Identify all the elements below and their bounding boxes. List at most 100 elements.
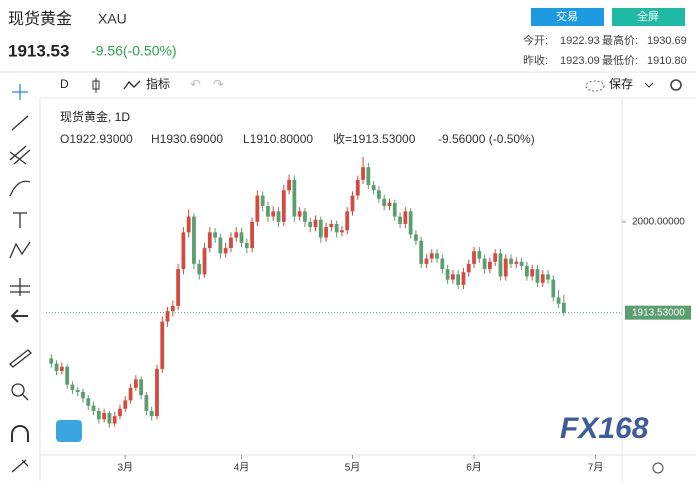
candle-body xyxy=(276,211,281,222)
candle-body xyxy=(160,321,165,369)
candle-body xyxy=(250,221,254,249)
candle-body xyxy=(176,269,181,306)
left-toolbar xyxy=(9,84,32,473)
candle-body xyxy=(503,258,508,277)
candle-body xyxy=(308,221,313,228)
candle-body xyxy=(540,274,545,283)
ruler-tool[interactable] xyxy=(9,349,32,368)
candle-body xyxy=(107,412,112,424)
x-tick-label: 3月 xyxy=(117,462,133,474)
candle-body xyxy=(266,206,270,217)
magnet-tool[interactable] xyxy=(11,425,29,442)
x-tick-label: 7月 xyxy=(588,462,604,474)
candle-body xyxy=(377,190,381,199)
trade-button[interactable] xyxy=(531,8,604,26)
settings-icon[interactable] xyxy=(670,79,682,91)
save[interactable]: 保存 xyxy=(609,77,633,91)
candle-body xyxy=(229,237,233,249)
candle-body xyxy=(139,379,144,396)
candle-body xyxy=(487,261,492,270)
x-tick-label: 5月 xyxy=(345,462,361,474)
candle-body xyxy=(334,223,339,233)
candle-body xyxy=(102,412,107,420)
watermark: FX168 xyxy=(560,412,649,445)
x-tick-label: 4月 xyxy=(234,462,250,474)
x-tick-label: 6月 xyxy=(466,462,482,474)
candle-body xyxy=(239,232,244,243)
candle-body xyxy=(155,368,159,417)
indicator-icon[interactable] xyxy=(123,80,141,90)
candle-body xyxy=(361,167,365,180)
candle-body xyxy=(197,263,202,275)
candle-body xyxy=(403,211,408,224)
candle-body xyxy=(59,366,64,371)
candle-body xyxy=(535,269,540,283)
candle-body xyxy=(165,311,170,322)
candle-body xyxy=(498,253,503,277)
last-price-badge xyxy=(625,305,691,320)
candle-body xyxy=(192,216,196,264)
candle-body xyxy=(244,242,249,249)
candle-body xyxy=(170,305,175,312)
candle-body xyxy=(519,261,524,266)
candle-body xyxy=(75,389,80,392)
candle-body xyxy=(556,297,561,304)
candle-body xyxy=(207,232,212,249)
candle-body xyxy=(49,358,54,364)
pattern-tool[interactable] xyxy=(9,241,31,259)
candle-body xyxy=(144,395,149,411)
redo[interactable]: ↷ xyxy=(213,76,225,91)
stat-label: 最高价: xyxy=(602,33,638,47)
candle-body xyxy=(482,258,487,270)
candle-body xyxy=(112,416,117,424)
candle-body xyxy=(271,211,276,217)
candle-icon[interactable] xyxy=(92,80,100,90)
pencil-tool[interactable] xyxy=(11,459,29,473)
candle-body xyxy=(509,258,513,264)
candle-body xyxy=(546,274,550,280)
text-tool[interactable] xyxy=(13,212,27,228)
stat-value: 1922.93 xyxy=(560,35,600,47)
axis-settings[interactable] xyxy=(652,462,664,474)
brush-tool[interactable] xyxy=(9,180,31,197)
trade-label[interactable]: 交易 xyxy=(556,9,578,23)
candle-body xyxy=(429,253,434,259)
candle-body xyxy=(445,269,450,280)
indicators[interactable]: 指标 xyxy=(146,76,170,91)
stat-label: 今开: xyxy=(523,33,548,47)
legend-name: 现货黄金, 1D xyxy=(60,109,130,124)
measure-tool[interactable] xyxy=(10,278,30,296)
dropdown[interactable] xyxy=(644,82,654,88)
candle-body xyxy=(292,179,297,217)
candle-body xyxy=(223,248,228,254)
candle-body xyxy=(435,253,439,259)
candle-body xyxy=(81,391,85,399)
line-tool[interactable] xyxy=(11,115,29,131)
candle-body xyxy=(149,410,154,417)
candle-body xyxy=(318,219,323,238)
stat-label: 昨收: xyxy=(523,53,548,67)
candle-body xyxy=(70,384,75,390)
candle-body xyxy=(303,211,307,222)
crosshair-tool[interactable] xyxy=(12,84,28,100)
candle-body xyxy=(472,251,476,264)
undo[interactable]: ↶ xyxy=(190,76,201,91)
candle-body xyxy=(477,251,482,259)
change: -9.56(-0.50%) xyxy=(91,43,177,59)
zoom-tool[interactable] xyxy=(11,383,25,397)
zoom-tool[interactable] xyxy=(21,393,29,401)
candle-body xyxy=(440,258,445,270)
symbol: XAU xyxy=(98,11,127,27)
fullscreen-button[interactable] xyxy=(612,8,685,26)
cloud-icon[interactable] xyxy=(585,80,605,92)
candle-body xyxy=(419,240,424,264)
candle-body xyxy=(118,408,122,417)
candle-body xyxy=(530,269,535,277)
candle-body xyxy=(128,387,133,401)
back-tool[interactable] xyxy=(10,309,28,323)
fullscreen-label[interactable]: 全屏 xyxy=(637,9,659,23)
interval[interactable]: D xyxy=(60,77,69,91)
candle-body xyxy=(65,366,70,385)
fib-tool[interactable] xyxy=(9,145,31,165)
candle-body xyxy=(54,363,59,371)
